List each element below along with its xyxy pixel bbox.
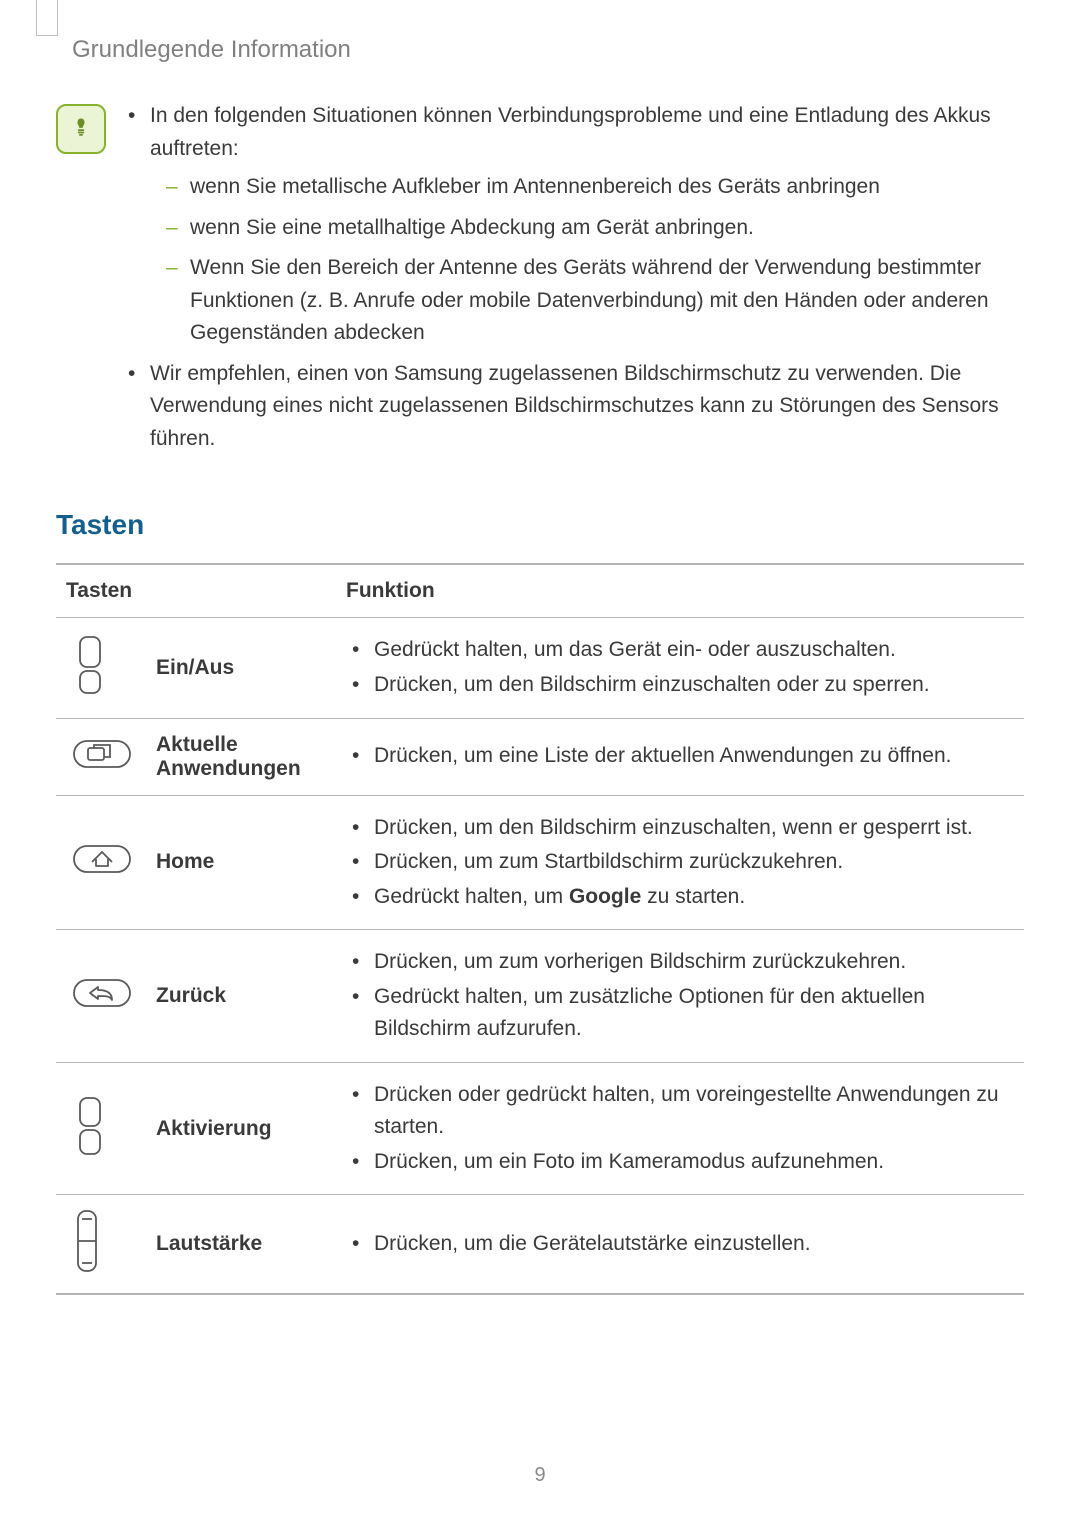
table-header-row: Tasten Funktion bbox=[56, 564, 1024, 618]
func-item: Drücken, um zum Startbildschirm zurückzu… bbox=[346, 846, 1014, 879]
row-functions: Drücken, um zum vorherigen Bildschirm zu… bbox=[336, 930, 1024, 1063]
section-heading: Tasten bbox=[56, 509, 1024, 541]
row-name: Ein/Aus bbox=[146, 618, 336, 718]
page-content: In den folgenden Situationen können Verb… bbox=[56, 100, 1024, 1295]
page-number: 9 bbox=[0, 1464, 1080, 1487]
table-header-col1: Tasten bbox=[56, 564, 336, 618]
note-bullet-0-text: In den folgenden Situationen können Verb… bbox=[150, 104, 991, 160]
page-header-title: Grundlegende Information bbox=[72, 36, 351, 64]
page-corner-mark bbox=[36, 0, 58, 36]
table-row: Ein/Aus Gedrückt halten, um das Gerät ei… bbox=[56, 618, 1024, 718]
note-sub-1: wenn Sie eine metallhaltige Abdeckung am… bbox=[150, 212, 1024, 245]
func-item: Drücken, um ein Foto im Kameramodus aufz… bbox=[346, 1146, 1014, 1179]
back-button-icon bbox=[56, 930, 146, 1063]
note-sub-0: wenn Sie metallische Aufkleber im Antenn… bbox=[150, 171, 1024, 204]
active-key-icon bbox=[56, 1062, 146, 1195]
func-item: Drücken, um eine Liste der aktuellen Anw… bbox=[346, 740, 1014, 773]
note-sub-2: Wenn Sie den Bereich der Antenne des Ger… bbox=[150, 252, 1024, 350]
table-row: Home Drücken, um den Bildschirm einzusch… bbox=[56, 795, 1024, 930]
row-functions: Drücken, um eine Liste der aktuellen Anw… bbox=[336, 718, 1024, 795]
row-name: Lautstärke bbox=[146, 1195, 336, 1295]
func-item: Gedrückt halten, um zusätzliche Optionen… bbox=[346, 981, 1014, 1046]
note-bullet-0: In den folgenden Situationen können Verb… bbox=[128, 100, 1024, 350]
note-info-icon bbox=[56, 104, 106, 154]
table-row: Lautstärke Drücken, um die Gerätelautstä… bbox=[56, 1195, 1024, 1295]
row-functions: Drücken, um die Gerätelautstärke einzust… bbox=[336, 1195, 1024, 1295]
func-item: Drücken oder gedrückt halten, um voreing… bbox=[346, 1079, 1014, 1144]
func-item: Drücken, um den Bildschirm einzuschalten… bbox=[346, 812, 1014, 845]
volume-key-icon bbox=[56, 1195, 146, 1295]
table-row: Zurück Drücken, um zum vorherigen Bildsc… bbox=[56, 930, 1024, 1063]
table-row: Aktivierung Drücken oder gedrückt halten… bbox=[56, 1062, 1024, 1195]
row-name: Aktuelle Anwendungen bbox=[146, 718, 336, 795]
note-block: In den folgenden Situationen können Verb… bbox=[56, 100, 1024, 461]
table-header-col2: Funktion bbox=[336, 564, 1024, 618]
buttons-table: Tasten Funktion Ein/Aus Gedrückt halten,… bbox=[56, 563, 1024, 1295]
table-row: Aktuelle Anwendungen Drücken, um eine Li… bbox=[56, 718, 1024, 795]
func-item: Gedrückt halten, um Google zu starten. bbox=[346, 881, 1014, 914]
row-functions: Gedrückt halten, um das Gerät ein- oder … bbox=[336, 618, 1024, 718]
row-functions: Drücken oder gedrückt halten, um voreing… bbox=[336, 1062, 1024, 1195]
recent-apps-icon bbox=[56, 718, 146, 795]
row-name: Home bbox=[146, 795, 336, 930]
func-item: Drücken, um den Bildschirm einzuschalten… bbox=[346, 669, 1014, 702]
func-item: Drücken, um die Gerätelautstärke einzust… bbox=[346, 1228, 1014, 1261]
home-button-icon bbox=[56, 795, 146, 930]
note-body: In den folgenden Situationen können Verb… bbox=[128, 100, 1024, 461]
note-bullet-1: Wir empfehlen, einen von Samsung zugelas… bbox=[128, 358, 1024, 456]
row-functions: Drücken, um den Bildschirm einzuschalten… bbox=[336, 795, 1024, 930]
row-name: Aktivierung bbox=[146, 1062, 336, 1195]
func-item: Drücken, um zum vorherigen Bildschirm zu… bbox=[346, 946, 1014, 979]
row-name: Zurück bbox=[146, 930, 336, 1063]
func-item: Gedrückt halten, um das Gerät ein- oder … bbox=[346, 634, 1014, 667]
power-button-icon bbox=[56, 618, 146, 718]
